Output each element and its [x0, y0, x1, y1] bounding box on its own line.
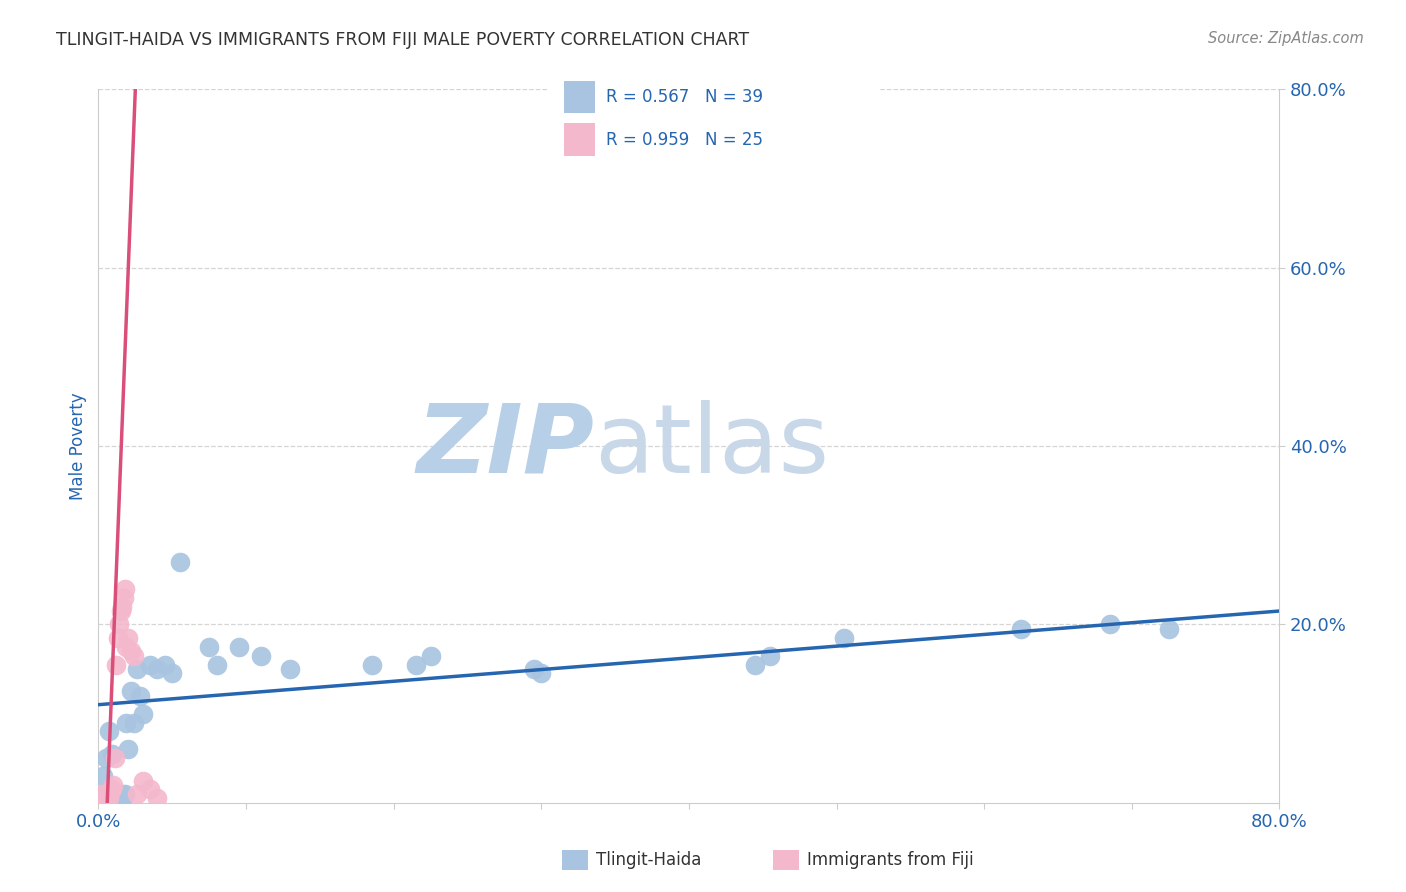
Point	[153, 657, 176, 672]
Point	[91, 791, 114, 805]
Point	[405, 657, 427, 672]
Point	[139, 657, 162, 672]
Point	[107, 631, 129, 645]
Text: R = 0.959   N = 25: R = 0.959 N = 25	[606, 131, 763, 149]
Point	[228, 640, 250, 654]
Point	[122, 715, 145, 730]
Point	[132, 773, 155, 788]
Text: Tlingit-Haida: Tlingit-Haida	[596, 851, 702, 869]
Point	[117, 742, 139, 756]
Point	[146, 791, 169, 805]
Point	[105, 787, 128, 801]
Y-axis label: Male Poverty: Male Poverty	[69, 392, 87, 500]
Point	[94, 789, 117, 803]
Point	[105, 657, 128, 672]
Point	[132, 706, 155, 721]
Point	[90, 787, 112, 801]
Point	[103, 778, 125, 792]
Point	[122, 648, 145, 663]
Point	[110, 791, 132, 805]
Point	[117, 631, 139, 645]
Point	[759, 648, 782, 663]
Point	[250, 648, 273, 663]
Point	[100, 747, 122, 761]
Text: TLINGIT-HAIDA VS IMMIGRANTS FROM FIJI MALE POVERTY CORRELATION CHART: TLINGIT-HAIDA VS IMMIGRANTS FROM FIJI MA…	[56, 31, 749, 49]
Point	[98, 785, 121, 799]
Point	[110, 604, 132, 618]
Point	[114, 787, 136, 801]
Point	[112, 789, 135, 803]
Point	[115, 640, 138, 654]
Point	[120, 644, 142, 658]
Point	[104, 751, 127, 765]
Point	[128, 689, 150, 703]
Point	[100, 782, 122, 797]
Point	[162, 666, 183, 681]
Point	[139, 782, 162, 797]
Point	[744, 657, 766, 672]
Text: ZIP: ZIP	[416, 400, 595, 492]
Point	[125, 662, 148, 676]
Point	[530, 666, 553, 681]
Point	[111, 599, 134, 614]
Point	[112, 591, 135, 605]
Point	[97, 724, 120, 739]
Point	[125, 787, 148, 801]
Point	[111, 787, 134, 801]
Point	[146, 662, 169, 676]
Point	[198, 640, 221, 654]
Point	[1010, 622, 1032, 636]
Text: Immigrants from Fiji: Immigrants from Fiji	[807, 851, 974, 869]
Point	[523, 662, 546, 676]
Point	[205, 657, 228, 672]
Point	[91, 769, 114, 783]
Point	[419, 648, 441, 663]
Point	[115, 715, 138, 730]
Point	[832, 631, 855, 645]
Point	[94, 751, 117, 765]
Point	[93, 787, 115, 801]
Point	[1157, 622, 1180, 636]
Point	[97, 791, 120, 805]
Point	[107, 787, 129, 801]
Point	[278, 662, 302, 676]
Point	[1098, 617, 1121, 632]
Point	[108, 617, 131, 632]
Text: Source: ZipAtlas.com: Source: ZipAtlas.com	[1208, 31, 1364, 46]
Point	[360, 657, 382, 672]
Text: atlas: atlas	[595, 400, 830, 492]
Point	[120, 684, 142, 698]
Point	[103, 787, 125, 801]
Text: R = 0.567   N = 39: R = 0.567 N = 39	[606, 88, 763, 106]
Point	[114, 582, 136, 596]
Point	[169, 555, 191, 569]
Point	[96, 787, 118, 801]
